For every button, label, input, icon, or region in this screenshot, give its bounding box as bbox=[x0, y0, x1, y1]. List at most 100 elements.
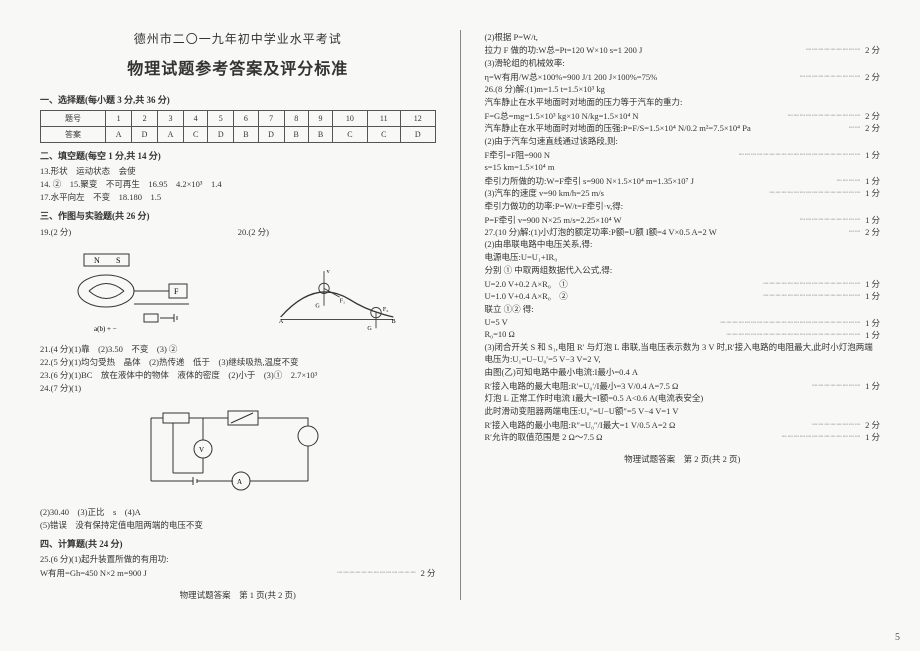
r27: R′接入电路的最大电阻:R′=U₀′/I最小=3 V/0.4 A=7.5 Ω bbox=[485, 380, 813, 392]
r8: 汽车静止在水平地面时对地面的压强:P=F/S=1.5×10⁴ N/0.2 m²=… bbox=[485, 122, 849, 134]
dots: ┈┈┈┈┈┈┈┈┈┈┈┈┈┈┈┈ bbox=[763, 278, 861, 290]
svg-text:B: B bbox=[391, 319, 395, 325]
answer-sheet: 德州市二〇一九年初中学业水平考试 物理试题参考答案及评分标准 一、选择题(每小题… bbox=[0, 0, 920, 620]
footer-right: 物理试题答案 第 2 页(共 2 页) bbox=[485, 453, 881, 465]
cell: B bbox=[234, 127, 258, 143]
points: 1 分 bbox=[861, 380, 880, 392]
figure-20-incline-icon: v F₁ G A G F₂ B bbox=[272, 246, 402, 336]
svg-text:G: G bbox=[367, 326, 372, 332]
svg-text:F₁: F₁ bbox=[339, 299, 344, 305]
svg-text:A: A bbox=[279, 319, 284, 325]
r6: 汽车静止在水平地面时对地面的压力等于汽车的重力: bbox=[485, 97, 881, 108]
exam-title: 物理试题参考答案及评分标准 bbox=[40, 55, 436, 79]
r2: 拉力 F 做的功:W总=Pt=120 W×10 s=1 200 J bbox=[485, 44, 807, 56]
left-column: 德州市二〇一九年初中学业水平考试 物理试题参考答案及评分标准 一、选择题(每小题… bbox=[40, 30, 456, 600]
right-column: (2)根据 P=W/t, 拉力 F 做的功:W总=Pt=120 W×10 s=1… bbox=[465, 30, 881, 600]
r13: (3)汽车的速度 v=90 km/h=25 m/s bbox=[485, 187, 770, 199]
cell: C bbox=[184, 127, 208, 143]
row-label: 答案 bbox=[41, 127, 106, 143]
cell: 4 bbox=[184, 111, 208, 127]
svg-text:A: A bbox=[237, 478, 242, 486]
r26: 由图(乙)可知电路中最小电流:I最小=0.4 A bbox=[485, 367, 881, 378]
r11: s=15 km=1.5×10⁴ m bbox=[485, 162, 881, 173]
dots: ┈┈┈┈┈┈┈┈┈┈┈┈ bbox=[788, 110, 861, 122]
cell: D bbox=[208, 127, 234, 143]
r30: R′接入电路的最小电阻:R″=U₀″/I最大=1 V/0.5 A=2 Ω bbox=[485, 419, 813, 431]
dots: ┈┈┈┈┈┈┈┈┈┈ bbox=[800, 214, 861, 226]
dots: ┈┈┈┈┈┈┈┈┈┈┈┈┈┈┈┈┈┈┈┈┈┈┈ bbox=[720, 317, 861, 329]
dots: ┈┈┈┈┈┈┈┈┈┈┈┈┈┈┈ bbox=[769, 187, 861, 199]
points: 1 分 bbox=[861, 214, 880, 226]
figure-24-circuit-icon: A V bbox=[133, 401, 343, 501]
section-2-heading: 二、填空题(每空 1 分,共 14 分) bbox=[40, 149, 436, 162]
cell: C bbox=[333, 127, 367, 143]
r18: 电源电压:U=U₁+IR₀ bbox=[485, 252, 881, 263]
r14: 牵引力做功的功率:P=W/t=F牵引·v,得: bbox=[485, 201, 881, 212]
cell: 2 bbox=[132, 111, 158, 127]
r21: U=1.0 V+0.4 A×R₀ ② bbox=[485, 290, 764, 302]
section-1-heading: 一、选择题(每小题 3 分,共 36 分) bbox=[40, 93, 436, 106]
points: 1 分 bbox=[861, 431, 880, 443]
dots: ┈┈┈┈┈┈┈┈┈┈┈┈┈┈┈┈┈┈┈┈┈┈ bbox=[727, 329, 862, 341]
cell: 1 bbox=[106, 111, 132, 127]
table-row: 题号 1 2 3 4 5 6 7 8 9 10 11 12 bbox=[41, 111, 436, 127]
points: 1 分 bbox=[861, 175, 880, 187]
q25b: W有用=Gh=450 N×2 m=900 J bbox=[40, 567, 337, 579]
figure-row-1: NS F a(b) + − v F₁ G bbox=[40, 246, 436, 336]
footer-left: 物理试题答案 第 1 页(共 2 页) bbox=[40, 589, 436, 601]
points: 1 分 bbox=[861, 329, 880, 341]
q19-q20-row: 19.(2 分) 20.(2 分) bbox=[40, 226, 436, 238]
r12: 牵引力所做的功:W=F牵引 s=900 N×1.5×10⁴ m=1.35×10⁷… bbox=[485, 175, 837, 187]
r16: 27.(10 分)解:(1)小灯泡的额定功率:P额=U额 I额=4 V×0.5 … bbox=[485, 226, 849, 238]
cell: B bbox=[308, 127, 332, 143]
r19: 分别 ① 中取两组数据代入公式,得: bbox=[485, 265, 881, 276]
r24: R₀=10 Ω bbox=[485, 329, 727, 341]
cell: 8 bbox=[284, 111, 308, 127]
dots: ┈┈ bbox=[849, 122, 861, 134]
cell: C bbox=[367, 127, 400, 143]
q24: 24.(7 分)(1) bbox=[40, 383, 436, 394]
svg-text:S: S bbox=[116, 256, 120, 265]
points: 1 分 bbox=[861, 290, 880, 302]
dots: ┈┈┈┈┈┈┈┈ bbox=[812, 380, 861, 392]
q14: 14. ② 15.聚变 不可再生 16.95 4.2×10³ 1.4 bbox=[40, 179, 436, 190]
q17: 17.水平向左 不变 18.180 1.5 bbox=[40, 192, 436, 203]
cell: 9 bbox=[308, 111, 332, 127]
dots: ┈┈┈┈┈┈┈┈┈┈ bbox=[800, 71, 861, 83]
dots: ┈┈┈┈┈┈┈┈┈ bbox=[806, 44, 861, 56]
cell: D bbox=[400, 127, 435, 143]
dots: ┈┈┈┈┈┈┈┈┈┈┈┈┈ bbox=[337, 567, 417, 579]
cell: 10 bbox=[333, 111, 367, 127]
r10: F牵引=F阻=900 N bbox=[485, 149, 739, 161]
q25a: 25.(6 分)(1)起升装置所做的有用功: bbox=[40, 554, 436, 565]
cell: 12 bbox=[400, 111, 435, 127]
cell: 5 bbox=[208, 111, 234, 127]
r22: 联立 ①② 得: bbox=[485, 304, 881, 315]
r17: (2)由串联电路中电压关系,得: bbox=[485, 239, 881, 250]
dots: ┈┈┈┈┈┈┈┈┈┈┈┈┈ bbox=[782, 431, 862, 443]
cell: 7 bbox=[258, 111, 284, 127]
q20-label: 20.(2 分) bbox=[238, 226, 436, 238]
section-4-heading: 四、计算题(共 24 分) bbox=[40, 537, 436, 550]
table-row: 答案 A D A C D B D B B C C D bbox=[41, 127, 436, 143]
dots: ┈┈┈┈┈┈┈┈┈┈┈┈┈┈┈┈ bbox=[763, 290, 861, 302]
points: 1 分 bbox=[861, 278, 880, 290]
points: 2 分 bbox=[861, 71, 880, 83]
r23: U=5 V bbox=[485, 317, 721, 329]
dots: ┈┈ bbox=[849, 226, 861, 238]
q25b-row: W有用=Gh=450 N×2 m=900 J ┈┈┈┈┈┈┈┈┈┈┈┈┈ 2 分 bbox=[40, 567, 436, 579]
row-label: 题号 bbox=[41, 111, 106, 127]
q22: 22.(5 分)(1)均匀受热 晶体 (2)热传递 低于 (3)继续吸热,温度不… bbox=[40, 357, 436, 368]
r3: (3)滑轮组的机械效率: bbox=[485, 58, 881, 69]
svg-text:G: G bbox=[315, 304, 320, 310]
svg-text:N: N bbox=[94, 256, 100, 265]
cell: A bbox=[106, 127, 132, 143]
r28: 灯泡 L 正常工作时电流 I最大=I额=0.5 A<0.6 A(电流表安全) bbox=[485, 393, 881, 404]
answer-table: 题号 1 2 3 4 5 6 7 8 9 10 11 12 答案 A D A C… bbox=[40, 110, 436, 143]
svg-text:V: V bbox=[199, 446, 204, 454]
points: 2 分 bbox=[417, 567, 436, 579]
r1: (2)根据 P=W/t, bbox=[485, 32, 881, 43]
points: 1 分 bbox=[861, 317, 880, 329]
cell: D bbox=[132, 127, 158, 143]
q21: 21.(4 分)(1)靠 (2)3.50 不变 (3) ② bbox=[40, 344, 436, 355]
